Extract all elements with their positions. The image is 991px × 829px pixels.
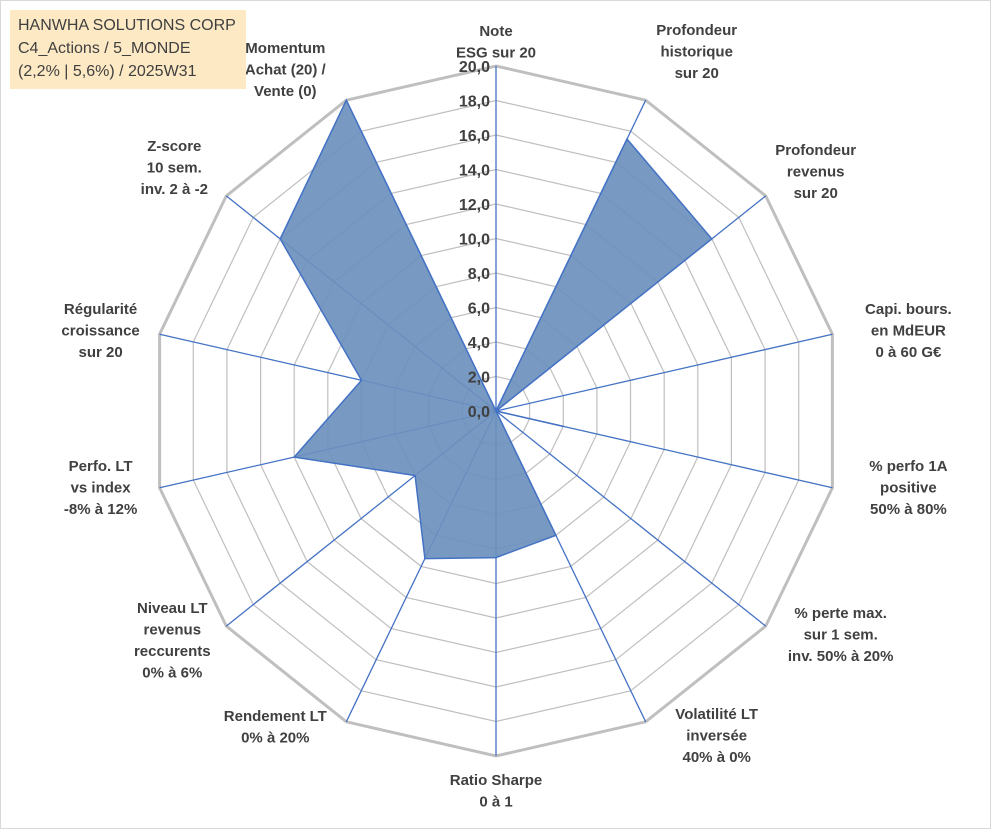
axis-label-line: en MdEUR [871,323,946,340]
tick-label: 16,0 [459,128,490,145]
tick-label: 14,0 [459,163,490,180]
axis-label-line: 40% à 0% [683,749,751,766]
axis-label-line: 0% à 6% [142,665,202,682]
axis-label-line: Note [479,23,512,40]
axis-label-line: 0 à 60 G€ [875,344,942,361]
axis-label: % perfo 1A positive 50% à 80% [869,458,948,518]
radial-tick-labels: 0,0 2,0 4,0 6,0 8,0 10,0 12,0 14,0 16,0 18,0 20,0 [459,59,490,421]
axis-label: Ratio Sharpe 0 à 1 [450,772,543,811]
axis-label: Perfo. LT vs index -8% à 12% [64,458,137,518]
axis-label-line: Perfo. LT [69,458,133,475]
axis-label-line: Momentum [245,40,325,57]
axis-label-line: Vente (0) [254,83,317,100]
axis-label-line: sur 20 [78,344,122,361]
axis-label-line: -8% à 12% [64,501,137,518]
title-category: C4_Actions / 5_MONDE [18,40,191,57]
axis-label-line: Ratio Sharpe [450,772,543,789]
axis-label: Profondeur historique sur 20 [656,22,737,82]
axis-label: Profondeur revenus sur 20 [775,142,856,202]
tick-label: 18,0 [459,94,490,111]
tick-label: 2,0 [468,370,490,387]
axis-label: % perte max. sur 1 sem. inv. 50% à 20% [788,605,894,665]
axis-label-line: ESG sur 20 [456,45,536,62]
axis-label-line: sur 20 [675,65,719,82]
axis-label: Volatilité LT inversée 40% à 0% [675,706,758,766]
axis-label-line: Régularité [64,301,137,318]
radar-series [279,98,713,560]
axis-label: Capi. bours. en MdEUR 0 à 60 G€ [865,301,952,361]
axis-label: Rendement LT 0% à 20% [224,708,327,747]
axis-label: Niveau LT revenus reccurents 0% à 6% [134,600,211,682]
tick-label: 4,0 [468,335,490,352]
tick-label: 12,0 [459,197,490,214]
axis-label-line: sur 1 sem. [804,627,878,644]
axis-label-line: Capi. bours. [865,301,952,318]
axis-label: Note ESG sur 20 [456,23,536,62]
axis-label-line: historique [660,44,733,61]
tick-label: 6,0 [468,301,490,318]
axis-label-line: Rendement LT [224,708,327,725]
axis-label-line: 0 à 1 [479,794,512,811]
axis-label-line: revenus [787,163,845,180]
axis-label-line: inversée [686,727,747,744]
axis-label-line: Profondeur [775,142,856,159]
tick-label: 8,0 [468,266,490,283]
axis-label-line: sur 20 [794,185,838,202]
title-box: HANWHA SOLUTIONS CORP C4_Actions / 5_MON… [10,10,246,89]
axis-label: Momentum Achat (20) / Vente (0) [245,40,327,100]
axis-label: Régularité croissance sur 20 [61,301,139,361]
axis-label-line: revenus [144,622,202,639]
axis-spoke [495,333,833,412]
tick-label: 20,0 [459,59,490,76]
axis-label: Z-score 10 sem. inv. 2 à -2 [141,138,208,198]
axis-label-line: Achat (20) / [245,62,327,79]
axis-label-line: 50% à 80% [870,501,947,518]
axis-label-line: Volatilité LT [675,706,758,723]
axis-label-line: inv. 50% à 20% [788,648,894,665]
axis-label-line: Z-score [147,138,201,155]
tick-label: 10,0 [459,232,490,249]
axis-label-line: positive [880,479,937,496]
tick-label: 0,0 [468,404,490,421]
axis-label-line: Niveau LT [137,600,208,617]
title-company: HANWHA SOLUTIONS CORP [18,17,236,34]
axis-label-line: Profondeur [656,22,737,39]
axis-label-line: croissance [61,323,139,340]
axis-label-line: 0% à 20% [241,729,309,746]
axis-label-line: vs index [71,479,132,496]
axis-label-line: % perte max. [794,605,887,622]
axis-label-line: reccurents [134,643,211,660]
title-period: (2,2% | 5,6%) / 2025W31 [18,63,197,80]
axis-labels: Note ESG sur 20 Profondeur historique sur 20… [61,22,951,810]
axis-label-line: % perfo 1A [869,458,948,475]
axis-label-line: inv. 2 à -2 [141,181,208,198]
axis-label-line: 10 sem. [147,159,202,176]
axis-spoke [495,410,767,627]
